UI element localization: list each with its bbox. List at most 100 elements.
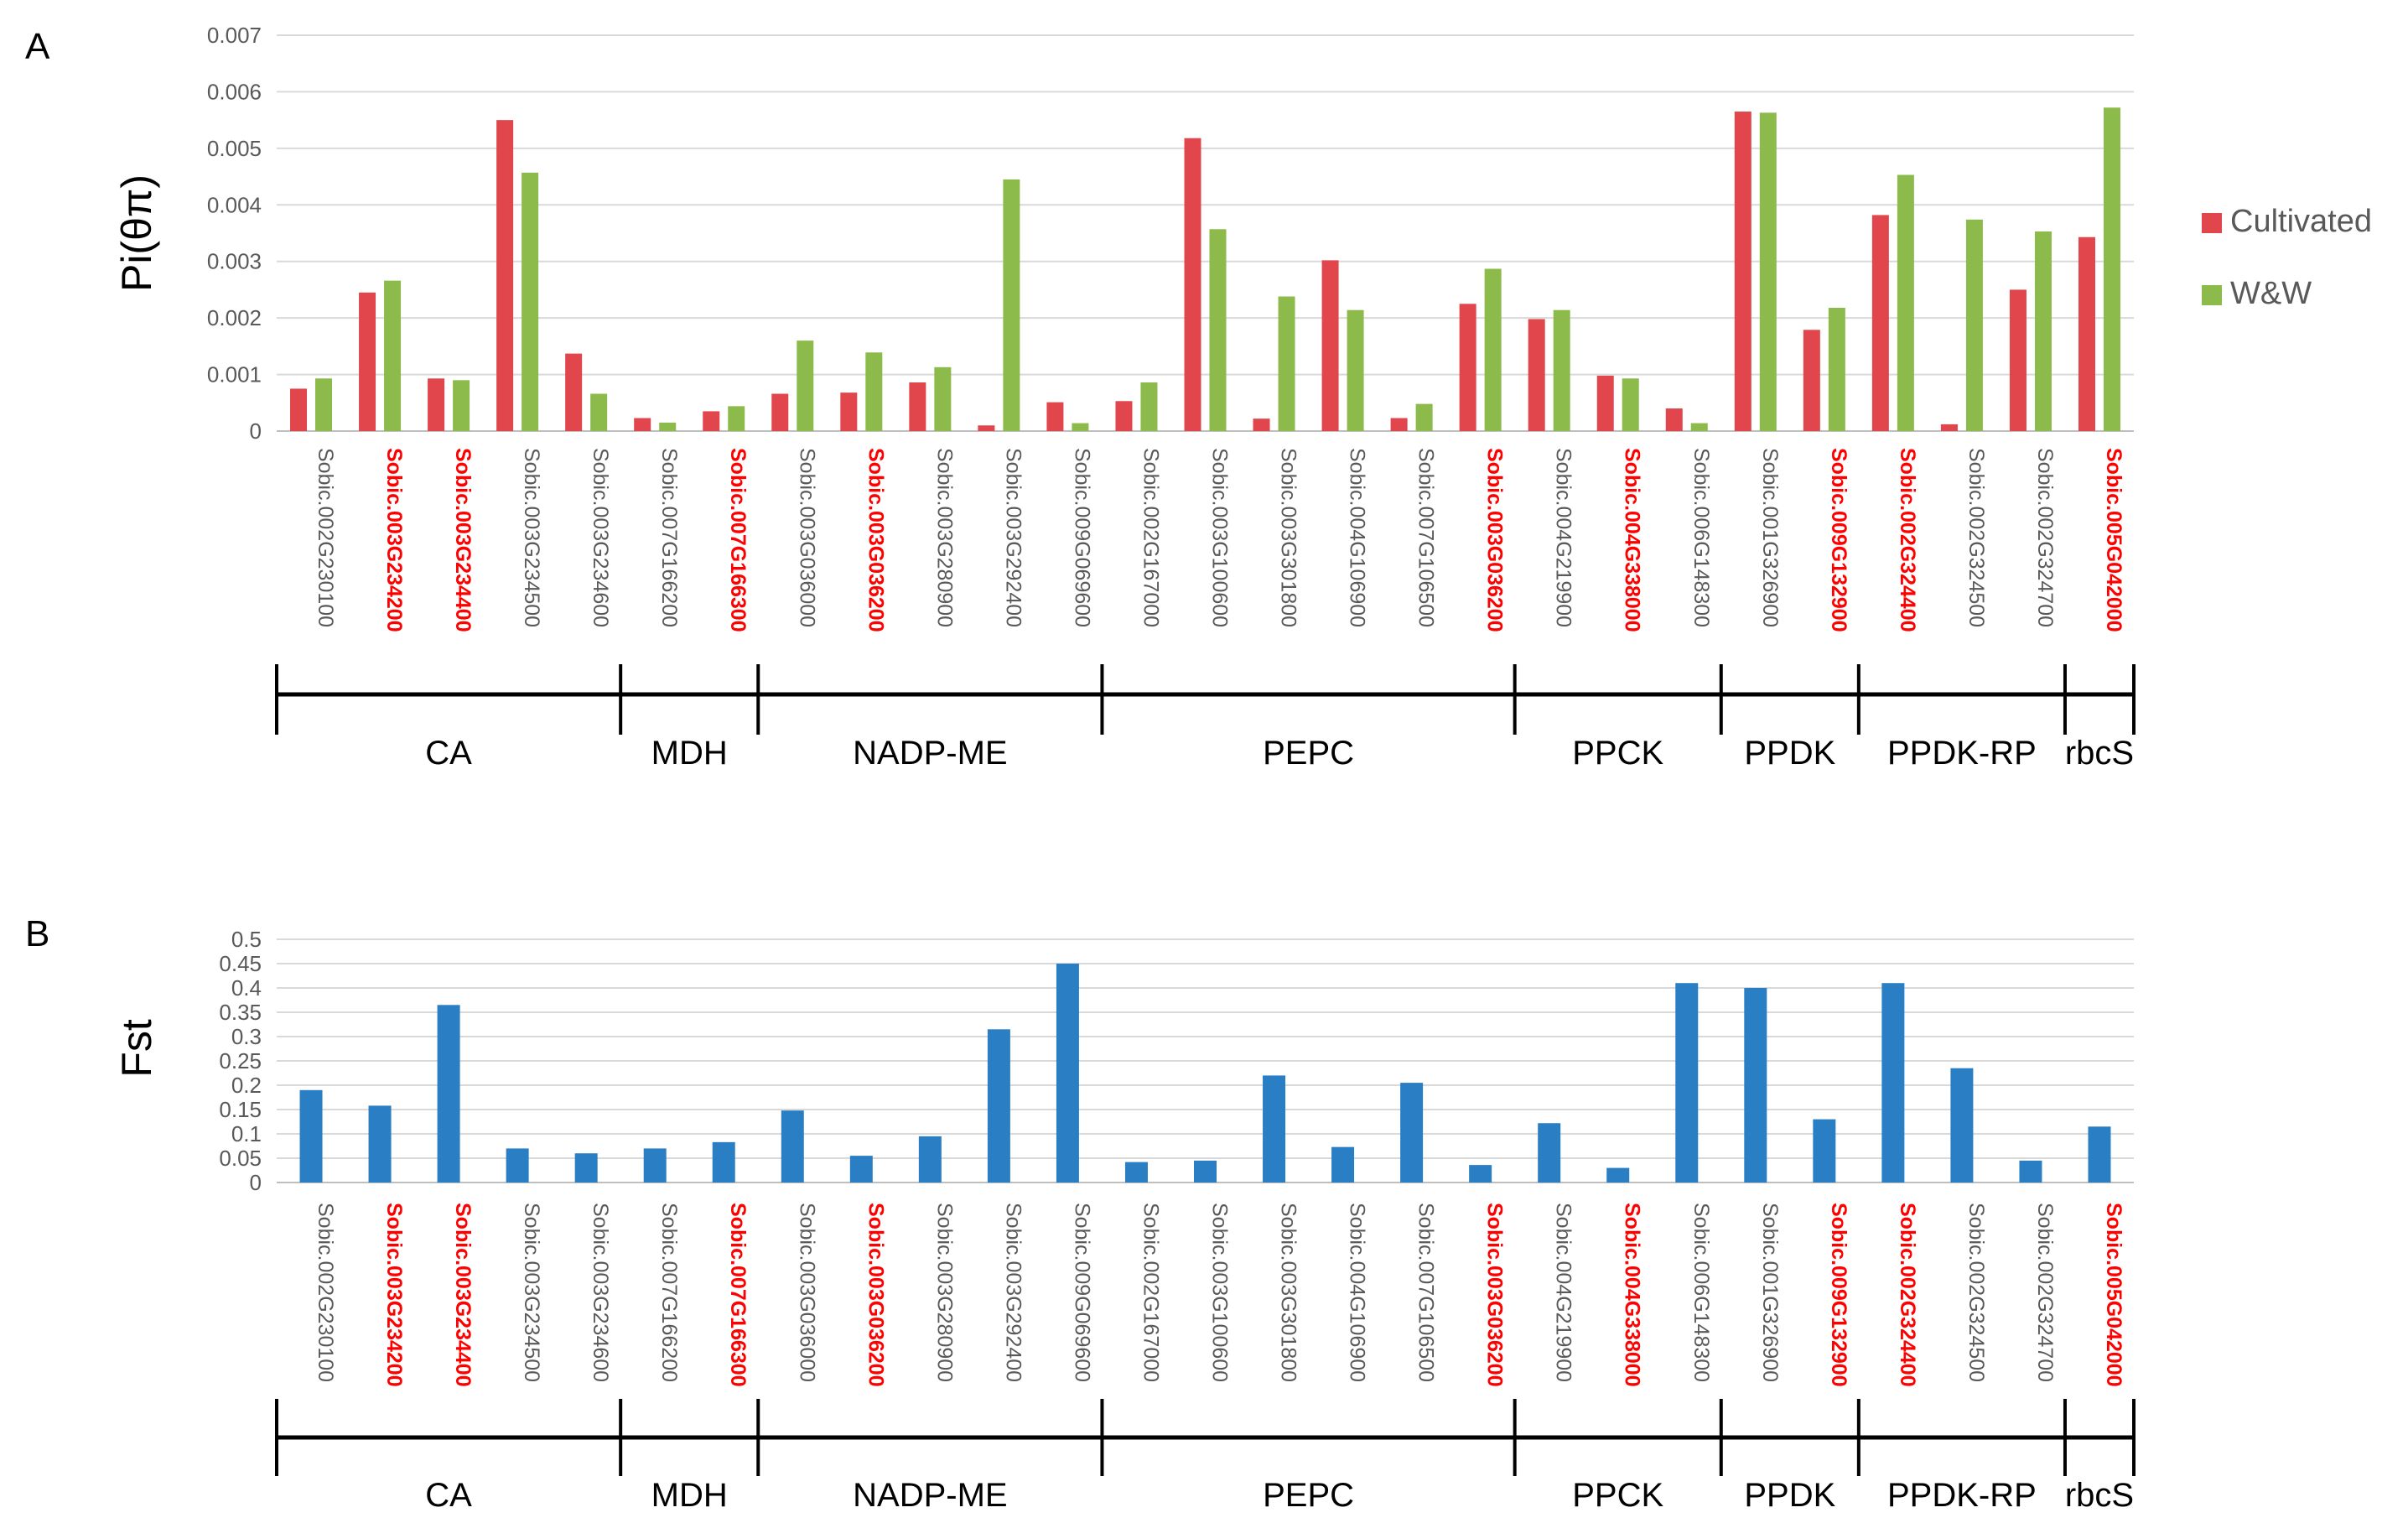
gene-label: Sobic.003G234200 <box>382 1203 406 1387</box>
gene-label: Sobic.003G234600 <box>589 448 612 627</box>
bar-w-w-18 <box>1484 268 1502 431</box>
y-tick-label: 0.002 <box>207 305 262 330</box>
bar-fst-12 <box>1056 964 1079 1183</box>
legend-swatch <box>2202 285 2222 305</box>
gene-label: Sobic.003G280900 <box>932 448 956 627</box>
gene-label: Sobic.003G036200 <box>864 448 887 632</box>
y-tick-label: 0 <box>250 1170 262 1195</box>
gene-label: Sobic.003G292400 <box>1001 1203 1025 1382</box>
bar-cultivated-10 <box>909 382 926 431</box>
y-axis-label: Pi(θπ) <box>113 174 160 292</box>
bar-w-w-17 <box>1415 403 1433 431</box>
group-label: PPCK <box>1572 1477 1663 1514</box>
gene-label: Sobic.009G069600 <box>1070 1203 1093 1382</box>
group-label: PPDK-RP <box>1887 735 2037 772</box>
bar-fst-15 <box>1263 1075 1286 1183</box>
gene-label: Sobic.003G234600 <box>589 1203 612 1382</box>
bar-fst-9 <box>849 1156 873 1183</box>
bar-fst-3 <box>437 1005 460 1183</box>
bar-w-w-8 <box>797 340 814 431</box>
gene-label: Sobic.003G301800 <box>1277 448 1300 627</box>
bar-fst-21 <box>1675 983 1699 1183</box>
gene-label: Sobic.007G166200 <box>657 448 681 627</box>
bar-w-w-9 <box>865 352 883 431</box>
gene-label: Sobic.004G338000 <box>1621 1203 1644 1387</box>
bar-fst-19 <box>1538 1123 1561 1183</box>
group-label: rbcS <box>2065 1477 2134 1514</box>
gene-label: Sobic.001G326900 <box>1758 1203 1782 1382</box>
y-tick-label: 0.4 <box>231 975 262 1001</box>
gene-label: Sobic.002G230100 <box>314 448 337 627</box>
bar-w-w-5 <box>590 393 608 431</box>
gene-label: Sobic.006G148300 <box>1689 1203 1713 1382</box>
y-tick-label: 0.004 <box>207 192 262 217</box>
group-label: PPDK <box>1744 1477 1835 1514</box>
bar-fst-26 <box>2019 1160 2042 1183</box>
group-label: PPCK <box>1572 735 1663 772</box>
bar-fst-1 <box>299 1089 323 1183</box>
bar-cultivated-16 <box>1321 260 1339 431</box>
gene-label: Sobic.007G106500 <box>1414 448 1438 627</box>
gene-label: Sobic.004G106900 <box>1346 1203 1369 1382</box>
y-tick-label: 0.05 <box>219 1146 262 1171</box>
gene-label: Sobic.003G036000 <box>795 1203 818 1382</box>
bar-cultivated-18 <box>1459 304 1476 431</box>
bar-fst-22 <box>1744 988 1767 1183</box>
y-tick-label: 0.003 <box>207 249 262 274</box>
gene-label: Sobic.002G324400 <box>1896 448 1919 632</box>
y-tick-label: 0 <box>250 418 262 444</box>
gene-label: Sobic.002G167000 <box>1139 448 1162 627</box>
bar-cultivated-4 <box>496 120 514 431</box>
group-label: NADP-ME <box>853 735 1007 772</box>
bar-fst-7 <box>712 1141 735 1183</box>
y-tick-label: 0.3 <box>231 1024 262 1049</box>
panel-label: A <box>25 26 50 67</box>
y-tick-label: 0.35 <box>219 1000 262 1025</box>
bar-w-w-11 <box>1003 179 1020 431</box>
bar-w-w-22 <box>1759 112 1777 431</box>
y-tick-label: 0.005 <box>207 136 262 161</box>
y-tick-label: 0.5 <box>231 927 262 952</box>
bar-w-w-6 <box>659 422 677 431</box>
bar-fst-17 <box>1400 1083 1424 1183</box>
gene-label: Sobic.004G219900 <box>1552 448 1575 627</box>
gene-label: Sobic.002G167000 <box>1139 1203 1162 1382</box>
bar-fst-11 <box>987 1029 1010 1183</box>
y-tick-label: 0.001 <box>207 362 262 387</box>
gene-label: Sobic.003G036000 <box>795 448 818 627</box>
gene-label: Sobic.003G234500 <box>520 1203 543 1382</box>
gene-label: Sobic.009G069600 <box>1070 448 1093 627</box>
bar-w-w-15 <box>1278 296 1295 431</box>
bar-w-w-16 <box>1347 309 1364 431</box>
gene-label: Sobic.003G234400 <box>451 1203 475 1387</box>
bar-w-w-25 <box>1965 219 1983 431</box>
group-label: PEPC <box>1263 1477 1354 1514</box>
gene-label: Sobic.009G132900 <box>1827 448 1850 632</box>
gene-label: Sobic.002G324500 <box>1964 1203 1988 1382</box>
bar-w-w-14 <box>1209 229 1227 431</box>
bar-w-w-1 <box>315 378 333 431</box>
bar-fst-10 <box>918 1136 942 1183</box>
gene-label: Sobic.005G042000 <box>2102 448 2125 632</box>
gene-label: Sobic.007G166300 <box>726 448 750 632</box>
bar-cultivated-1 <box>290 388 308 431</box>
gene-label: Sobic.003G234400 <box>451 448 475 632</box>
bar-cultivated-5 <box>565 353 583 431</box>
gene-label: Sobic.003G234500 <box>520 448 543 627</box>
bar-cultivated-17 <box>1390 418 1408 431</box>
group-label: NADP-ME <box>853 1477 1007 1514</box>
gene-label: Sobic.002G324700 <box>2033 448 2057 627</box>
bar-cultivated-25 <box>1940 424 1958 431</box>
y-tick-label: 0.2 <box>231 1073 262 1098</box>
gene-label: Sobic.002G324700 <box>2033 1203 2057 1382</box>
bar-fst-18 <box>1469 1165 1492 1183</box>
y-tick-label: 0.45 <box>219 951 262 976</box>
group-label: CA <box>425 735 472 772</box>
bar-fst-8 <box>781 1110 804 1183</box>
panel-label: B <box>25 913 49 954</box>
bar-fst-20 <box>1606 1167 1630 1183</box>
bar-fst-27 <box>2088 1126 2111 1183</box>
bar-w-w-23 <box>1828 308 1845 431</box>
gene-label: Sobic.003G100600 <box>1208 448 1232 627</box>
bar-w-w-27 <box>2103 107 2120 431</box>
